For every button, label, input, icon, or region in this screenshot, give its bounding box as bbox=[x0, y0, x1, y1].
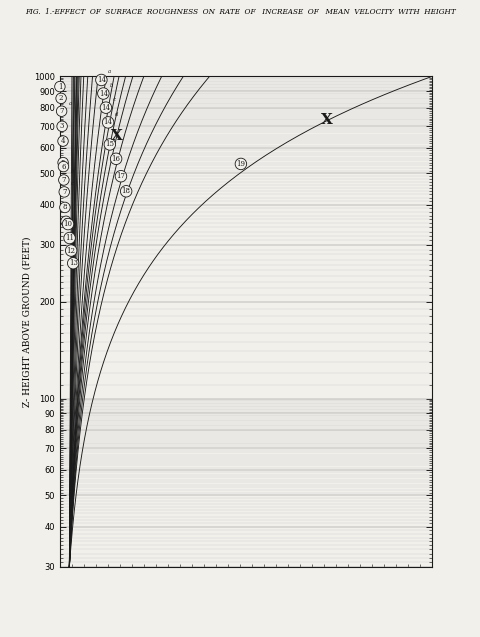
Text: FIG.  1.-EFFECT  OF  SURFACE  ROUGHNESS  ON  RATE  OF   INCREASE  OF   MEAN  VEL: FIG. 1.-EFFECT OF SURFACE ROUGHNESS ON R… bbox=[24, 8, 456, 16]
Text: c: c bbox=[113, 97, 116, 102]
Text: 4: 4 bbox=[61, 137, 65, 145]
Text: X: X bbox=[322, 113, 333, 127]
Text: 11: 11 bbox=[65, 234, 74, 242]
Y-axis label: Z- HEIGHT ABOVE GROUND (FEET): Z- HEIGHT ABOVE GROUND (FEET) bbox=[23, 236, 31, 407]
Text: 19: 19 bbox=[236, 160, 245, 168]
Text: 18: 18 bbox=[121, 187, 131, 196]
Text: b: b bbox=[110, 83, 113, 88]
Text: b: b bbox=[71, 169, 74, 175]
Text: 2: 2 bbox=[59, 94, 63, 103]
Text: 14: 14 bbox=[97, 76, 106, 84]
Text: 14: 14 bbox=[104, 118, 113, 126]
Text: a: a bbox=[108, 69, 111, 75]
Text: 15: 15 bbox=[105, 140, 114, 148]
Text: 17: 17 bbox=[117, 172, 125, 180]
Text: 8: 8 bbox=[63, 203, 67, 211]
Text: 13: 13 bbox=[69, 259, 78, 268]
Text: X: X bbox=[111, 129, 123, 143]
Text: 1: 1 bbox=[58, 83, 62, 90]
Text: 14: 14 bbox=[99, 90, 108, 97]
Text: 14: 14 bbox=[101, 104, 110, 111]
Text: 10: 10 bbox=[63, 220, 72, 228]
Text: 7: 7 bbox=[60, 107, 64, 115]
Text: 12: 12 bbox=[67, 247, 76, 255]
Text: 6: 6 bbox=[61, 162, 66, 171]
Text: a: a bbox=[68, 101, 72, 106]
Text: 5: 5 bbox=[61, 159, 65, 167]
Text: 9: 9 bbox=[64, 217, 68, 225]
Text: 7: 7 bbox=[62, 188, 66, 196]
Text: d: d bbox=[115, 112, 118, 117]
Text: 3: 3 bbox=[60, 122, 64, 131]
Text: 7: 7 bbox=[61, 176, 66, 184]
Text: c: c bbox=[71, 182, 74, 187]
Text: 16: 16 bbox=[112, 155, 120, 163]
